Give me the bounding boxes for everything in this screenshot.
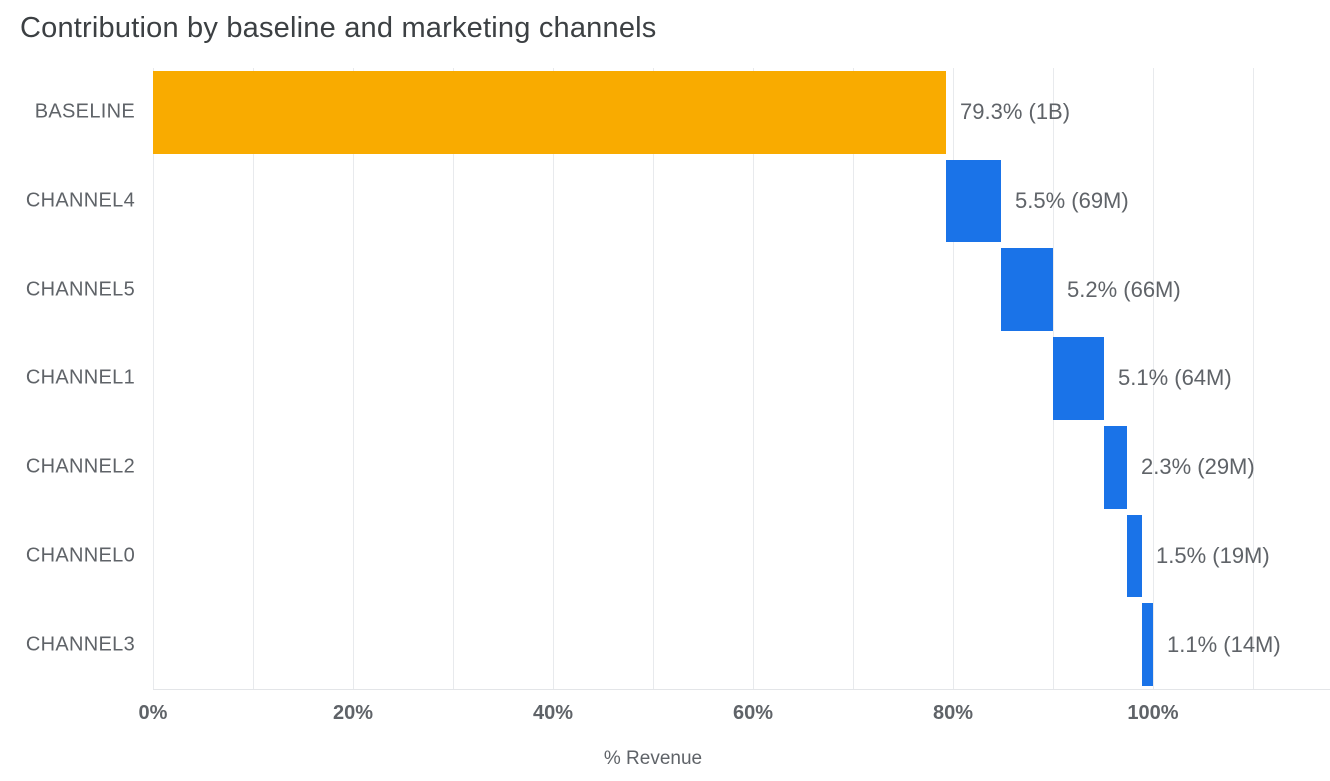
x-tick-label: 40%	[532, 702, 574, 724]
gridline	[353, 68, 354, 689]
chart-row: CHANNEL5 5.2% (66M)	[26, 245, 1330, 334]
bar-channel5[interactable]	[1001, 248, 1053, 332]
bar-value-label: 5.5% (69M)	[1015, 188, 1129, 214]
x-tick-label: 100%	[1127, 702, 1179, 724]
gridline	[1253, 68, 1254, 689]
x-tick-label: 0%	[138, 702, 168, 724]
chart-row: CHANNEL4 5.5% (69M)	[26, 157, 1330, 246]
bar-channel0[interactable]	[1127, 514, 1142, 598]
chart-row: CHANNEL0 1.5% (19M)	[26, 512, 1330, 601]
category-label: CHANNEL1	[25, 366, 135, 389]
category-label: CHANNEL2	[25, 455, 135, 478]
gridline	[553, 68, 554, 689]
gridline	[953, 68, 954, 689]
gridline	[653, 68, 654, 689]
gridline	[853, 68, 854, 689]
plot-area: BASELINE 79.3% (1B) CHANNEL4 5.5% (69M) CHAN…	[26, 68, 1330, 690]
category-label: BASELINE	[34, 100, 135, 123]
x-tick-label: 20%	[332, 702, 374, 724]
bar-value-label: 1.1% (14M)	[1167, 631, 1281, 657]
category-label: CHANNEL4	[25, 189, 135, 212]
gridline	[153, 68, 154, 689]
x-axis: 0% 20% 40% 60% 80% 100%	[139, 698, 1330, 732]
bar-value-label: 2.3% (29M)	[1141, 454, 1255, 480]
bar-baseline[interactable]	[153, 71, 946, 154]
bar-value-label: 79.3% (1B)	[960, 99, 1071, 125]
chart-row: CHANNEL3 1.1% (14M)	[26, 600, 1330, 689]
category-label: CHANNEL3	[25, 633, 135, 656]
bar-channel2[interactable]	[1104, 425, 1127, 509]
category-label: CHANNEL0	[25, 544, 135, 567]
gridline	[253, 68, 254, 689]
chart-title: Contribution by baseline and marketing c…	[20, 12, 657, 44]
gridline	[752, 68, 754, 689]
bar-channel3[interactable]	[1142, 603, 1153, 686]
bar-value-label: 1.5% (19M)	[1156, 542, 1270, 568]
bar-channel4[interactable]	[946, 159, 1001, 243]
x-tick-label: 60%	[732, 702, 773, 724]
category-label: CHANNEL5	[25, 278, 135, 301]
chart-row: BASELINE 79.3% (1B)	[35, 68, 1330, 157]
bar-value-label: 5.2% (66M)	[1067, 276, 1181, 302]
gridline	[452, 68, 454, 689]
x-tick-label: 80%	[932, 702, 974, 724]
bar-value-label: 5.1% (64M)	[1117, 365, 1232, 391]
x-axis-title: % Revenue	[603, 748, 703, 769]
bar-channel1[interactable]	[1053, 337, 1104, 420]
gridline	[1153, 68, 1154, 689]
chart-row: CHANNEL2 2.3% (29M)	[26, 423, 1330, 512]
chart-row: CHANNEL1 5.1% (64M)	[26, 334, 1330, 423]
